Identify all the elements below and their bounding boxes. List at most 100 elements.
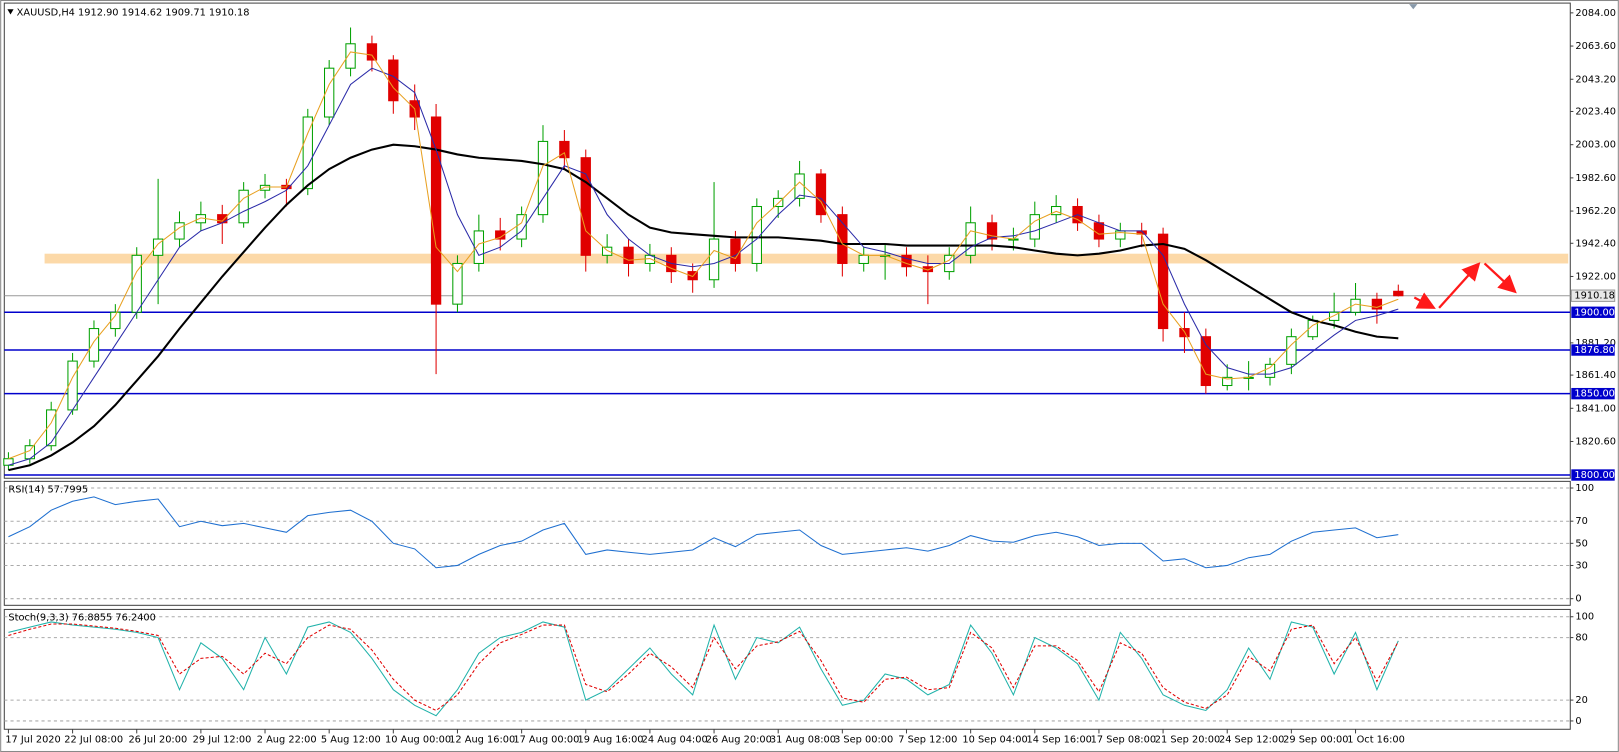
level-label: 1800.00 bbox=[1574, 470, 1615, 481]
x-tick-label: 3 Sep 00:00 bbox=[834, 735, 893, 746]
stoch-title: Stoch(9,3,3) 76.8855 76.2400 bbox=[8, 613, 155, 624]
candle-body bbox=[131, 254, 142, 313]
candle-body bbox=[430, 116, 442, 305]
x-tick-label: 1 Oct 16:00 bbox=[1347, 735, 1405, 746]
x-tick-label: 17 Jul 2020 bbox=[5, 735, 60, 746]
candle-body bbox=[1093, 222, 1105, 240]
candle-body bbox=[238, 189, 249, 224]
y-tick-label: 100 bbox=[1575, 483, 1594, 494]
x-tick-label: 5 Aug 12:00 bbox=[321, 735, 381, 746]
candle-body bbox=[1286, 336, 1297, 365]
level-label: 1850.00 bbox=[1574, 389, 1615, 400]
series-line bbox=[8, 143, 1399, 472]
x-tick-label: 17 Sep 08:00 bbox=[1091, 735, 1156, 746]
y-tick-label: 1982.60 bbox=[1575, 173, 1616, 184]
price-label-box bbox=[1570, 289, 1616, 302]
x-tick-label: 29 Sep 00:00 bbox=[1283, 735, 1348, 746]
candle-body bbox=[473, 230, 485, 264]
y-tick-label: 20 bbox=[1575, 695, 1587, 706]
candle-body bbox=[901, 254, 912, 268]
y-tick-label: 2023.40 bbox=[1575, 106, 1616, 117]
candle-body bbox=[986, 222, 998, 240]
x-tick-label: 31 Aug 08:00 bbox=[770, 735, 836, 746]
candle-body bbox=[1029, 214, 1040, 240]
series-line bbox=[8, 621, 1399, 717]
candle-body bbox=[516, 214, 527, 240]
plot: 2084.00 2063.60 2043.20 2023.40 2003.00 1982.… bbox=[3, 8, 1616, 746]
candle-body bbox=[751, 205, 762, 264]
series-line bbox=[8, 623, 1399, 712]
y-tick-label: 1841.00 bbox=[1575, 403, 1616, 414]
y-tick-label: 0 bbox=[1575, 594, 1581, 605]
level-label: 1900.00 bbox=[1574, 307, 1615, 318]
candle-body bbox=[1157, 233, 1169, 330]
y-tick-label: 1881.20 bbox=[1575, 338, 1616, 349]
y-tick-label: 2063.60 bbox=[1575, 41, 1616, 52]
stoch-panel bbox=[3, 608, 1571, 730]
y-tick-label: 2084.00 bbox=[1575, 8, 1616, 19]
main-panel bbox=[3, 2, 1571, 479]
candle-body bbox=[1393, 290, 1404, 297]
arrow bbox=[1413, 292, 1436, 309]
candle-body bbox=[388, 59, 399, 102]
x-tick-label: 26 Jul 20:00 bbox=[128, 735, 187, 746]
arrow bbox=[1438, 262, 1481, 309]
candle-body bbox=[88, 328, 100, 362]
y-tick-label: 30 bbox=[1575, 560, 1587, 571]
y-tick-label: 1942.40 bbox=[1575, 238, 1616, 249]
y-tick-label: 100 bbox=[1575, 612, 1594, 623]
y-tick-label: 1820.60 bbox=[1575, 436, 1616, 447]
candle-body bbox=[366, 43, 378, 61]
arrow bbox=[1483, 262, 1517, 294]
candle-body bbox=[815, 173, 827, 216]
candle-body bbox=[345, 43, 356, 69]
x-tick-label: 17 Aug 00:00 bbox=[513, 735, 579, 746]
x-tick-label: 14 Sep 16:00 bbox=[1027, 735, 1092, 746]
level-label-box bbox=[1571, 387, 1615, 400]
series-line bbox=[8, 67, 1399, 466]
candle-body bbox=[302, 116, 313, 190]
candle-body bbox=[495, 230, 506, 240]
level-label-box bbox=[1571, 306, 1615, 318]
y-tick-label: 2043.20 bbox=[1575, 74, 1616, 85]
candle-body bbox=[46, 409, 57, 447]
x-tick-label: 12 Aug 16:00 bbox=[449, 735, 515, 746]
candle-body bbox=[858, 254, 869, 264]
candle-body bbox=[452, 262, 463, 305]
y-tick-label: 50 bbox=[1575, 538, 1587, 549]
candle-body bbox=[1051, 205, 1062, 216]
series-line bbox=[8, 51, 1399, 460]
y-tick-label: 1861.40 bbox=[1575, 370, 1616, 381]
candle-body bbox=[559, 140, 570, 159]
candle-body bbox=[1328, 311, 1340, 321]
x-tick-label: 29 Jul 12:00 bbox=[193, 735, 252, 746]
candle-body bbox=[708, 238, 720, 281]
candle-body bbox=[922, 266, 934, 273]
series-line bbox=[8, 496, 1399, 569]
x-tick-label: 10 Sep 04:00 bbox=[962, 735, 1027, 746]
y-tick-label: 1922.00 bbox=[1575, 271, 1616, 282]
price-label: 1910.18 bbox=[1574, 291, 1615, 302]
x-tick-label: 21 Sep 20:00 bbox=[1155, 735, 1220, 746]
candle-body bbox=[67, 360, 78, 411]
level-label-box bbox=[1571, 344, 1615, 356]
x-tick-label: 22 Jul 08:00 bbox=[64, 735, 123, 746]
x-tick-label: 2 Aug 22:00 bbox=[257, 735, 317, 746]
candle-body bbox=[259, 184, 271, 191]
level-label-box bbox=[1571, 469, 1615, 481]
candle-body bbox=[580, 157, 591, 256]
candle-body bbox=[730, 238, 741, 264]
x-tick-label: 10 Aug 00:00 bbox=[385, 735, 451, 746]
y-tick-label: 0 bbox=[1575, 716, 1581, 727]
candle-body bbox=[623, 246, 634, 264]
x-tick-label: 19 Aug 16:00 bbox=[577, 735, 643, 746]
x-tick-label: 24 Sep 12:00 bbox=[1219, 735, 1284, 746]
y-tick-label: 2003.00 bbox=[1575, 140, 1616, 151]
candle-body bbox=[1371, 298, 1383, 310]
candle-body bbox=[324, 67, 335, 118]
candle-body bbox=[837, 214, 848, 264]
chart-title: XAUUSD,H4 1912.90 1914.62 1909.71 1910.1… bbox=[17, 7, 250, 18]
candle-body bbox=[1264, 363, 1276, 378]
